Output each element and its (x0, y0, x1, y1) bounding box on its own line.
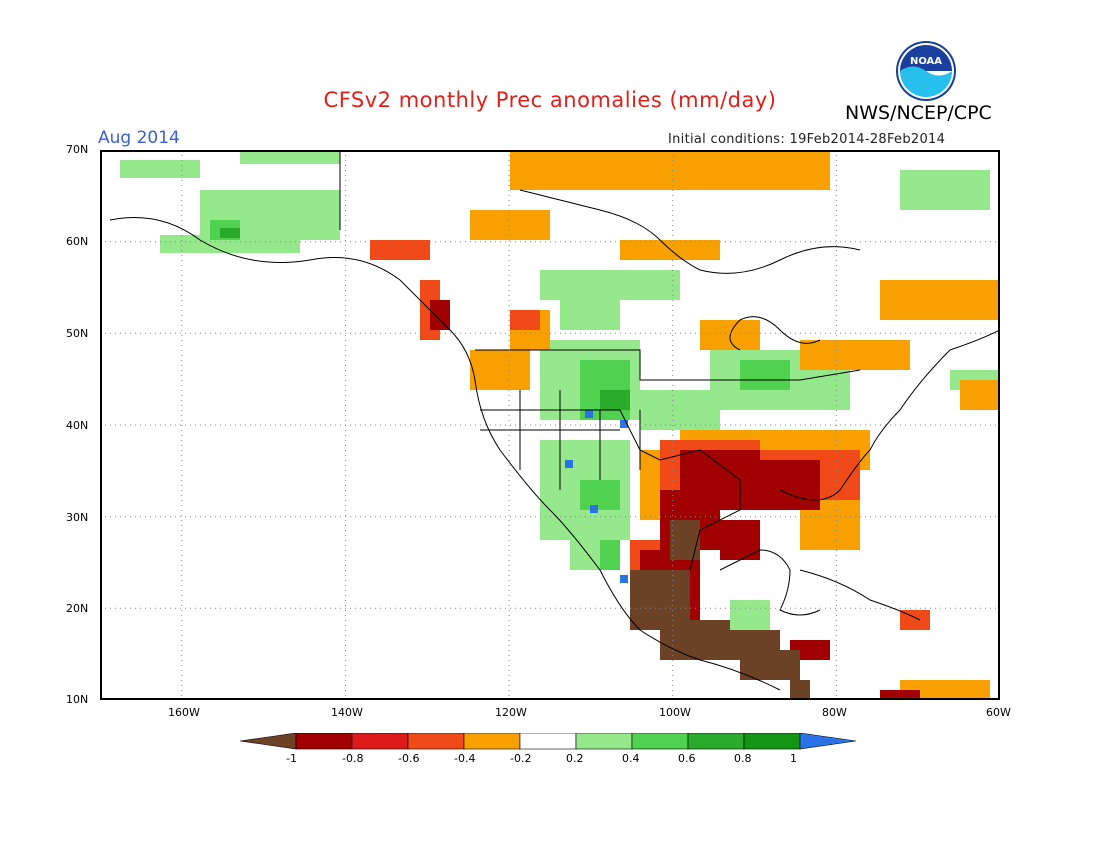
colorbar-swatch (407, 732, 465, 750)
anomaly-patches-strong-positive (220, 228, 630, 410)
lon-label: 140W (331, 706, 363, 719)
lat-label: 20N (66, 602, 89, 615)
colorbar-swatch (687, 732, 745, 750)
lon-label: 100W (659, 706, 691, 719)
colorbar-swatch (463, 732, 521, 750)
lon-label: 120W (495, 706, 527, 719)
grid-lines (100, 150, 1000, 700)
colorbar-swatch (351, 732, 409, 750)
colorbar-label: 1 (790, 752, 797, 765)
lat-label: 10N (66, 693, 89, 706)
colorbar-swatch (295, 732, 353, 750)
colorbar-label: 0.8 (734, 752, 752, 765)
colorbar-label: -0.4 (454, 752, 476, 765)
anomaly-patches-extreme-negative (630, 520, 810, 700)
colorbar-swatch (239, 732, 297, 750)
lat-label: 60N (66, 235, 89, 248)
map-title: CFSv2 monthly Prec anomalies (mm/day) (323, 88, 777, 112)
lon-label: 80W (822, 706, 847, 719)
colorbar-label: -0.2 (510, 752, 532, 765)
lon-label: 160W (168, 706, 200, 719)
colorbar (239, 732, 862, 755)
colorbar-swatch (519, 732, 577, 750)
colorbar-swatch (575, 732, 633, 750)
noaa-logo: NOAA (895, 40, 957, 106)
colorbar-label: -1 (286, 752, 297, 765)
lat-label: 70N (66, 143, 89, 156)
colorbar-label: 0.4 (622, 752, 640, 765)
agency-label: NWS/NCEP/CPC (845, 102, 992, 124)
lon-label: 60W (986, 706, 1011, 719)
coastlines (109, 150, 1001, 691)
lat-label: 50N (66, 327, 89, 340)
initial-conditions: Initial conditions: 19Feb2014-28Feb2014 (668, 132, 946, 147)
forecast-month: Aug 2014 (98, 128, 180, 148)
colorbar-swatch (631, 732, 689, 750)
colorbar-label: 0.6 (678, 752, 696, 765)
colorbar-swatch (743, 732, 801, 750)
lat-label: 40N (66, 419, 89, 432)
colorbar-label: -0.8 (342, 752, 364, 765)
colorbar-label: 0.2 (566, 752, 584, 765)
noaa-logo-text: NOAA (910, 56, 942, 67)
colorbar-swatch (799, 732, 857, 750)
colorbar-label: -0.6 (398, 752, 420, 765)
anomaly-map (100, 150, 1001, 700)
lat-label: 30N (66, 511, 89, 524)
